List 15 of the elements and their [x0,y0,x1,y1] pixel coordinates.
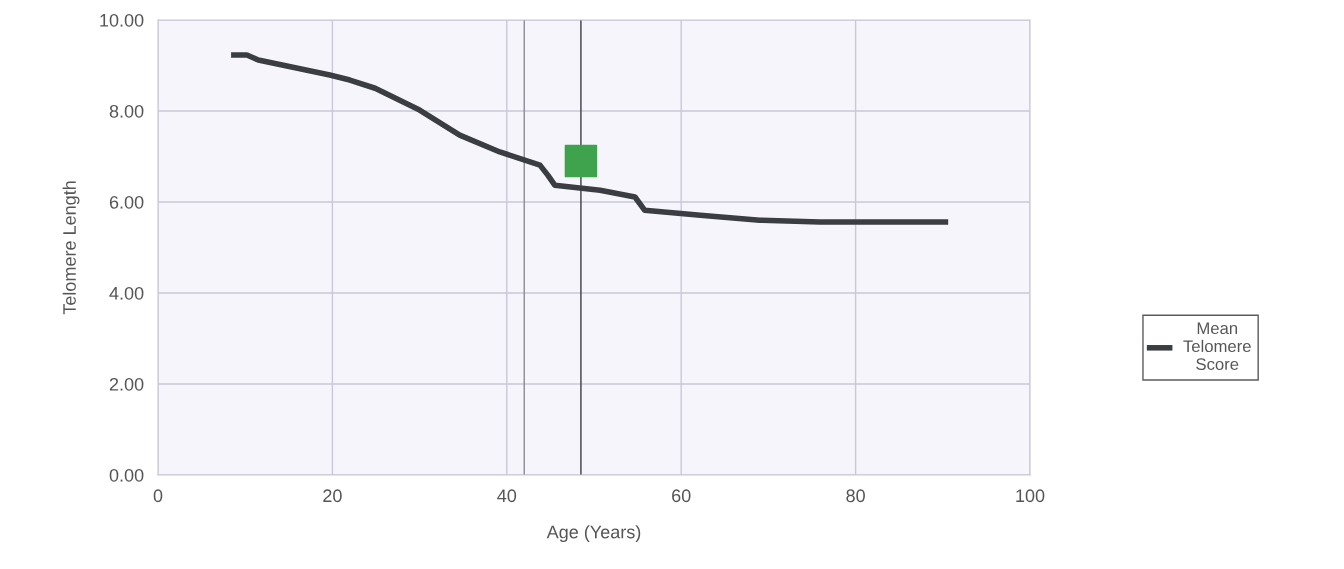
y-tick-label: 4.00 [109,286,144,300]
text: Mean Telomere Score [1183,322,1251,371]
y-tick-label: 2.00 [109,377,144,391]
x-axis-title: Age (Years) [546,525,641,542]
x-tick-label: 0 [153,489,163,503]
x-tick-label: 20 [323,489,342,503]
y-axis-title: Telomere Length [62,181,80,315]
y-tick-label: 8.00 [109,104,144,118]
x-tick-label: 60 [672,489,691,503]
x-tick-label: 100 [1016,489,1045,503]
y-tick-label: 6.00 [109,195,144,209]
y-tick-label: 10.00 [100,13,144,27]
y-tick-label: 0.00 [109,468,144,482]
x-tick-label: 40 [497,489,517,503]
x-tick-label: 80 [846,489,865,503]
